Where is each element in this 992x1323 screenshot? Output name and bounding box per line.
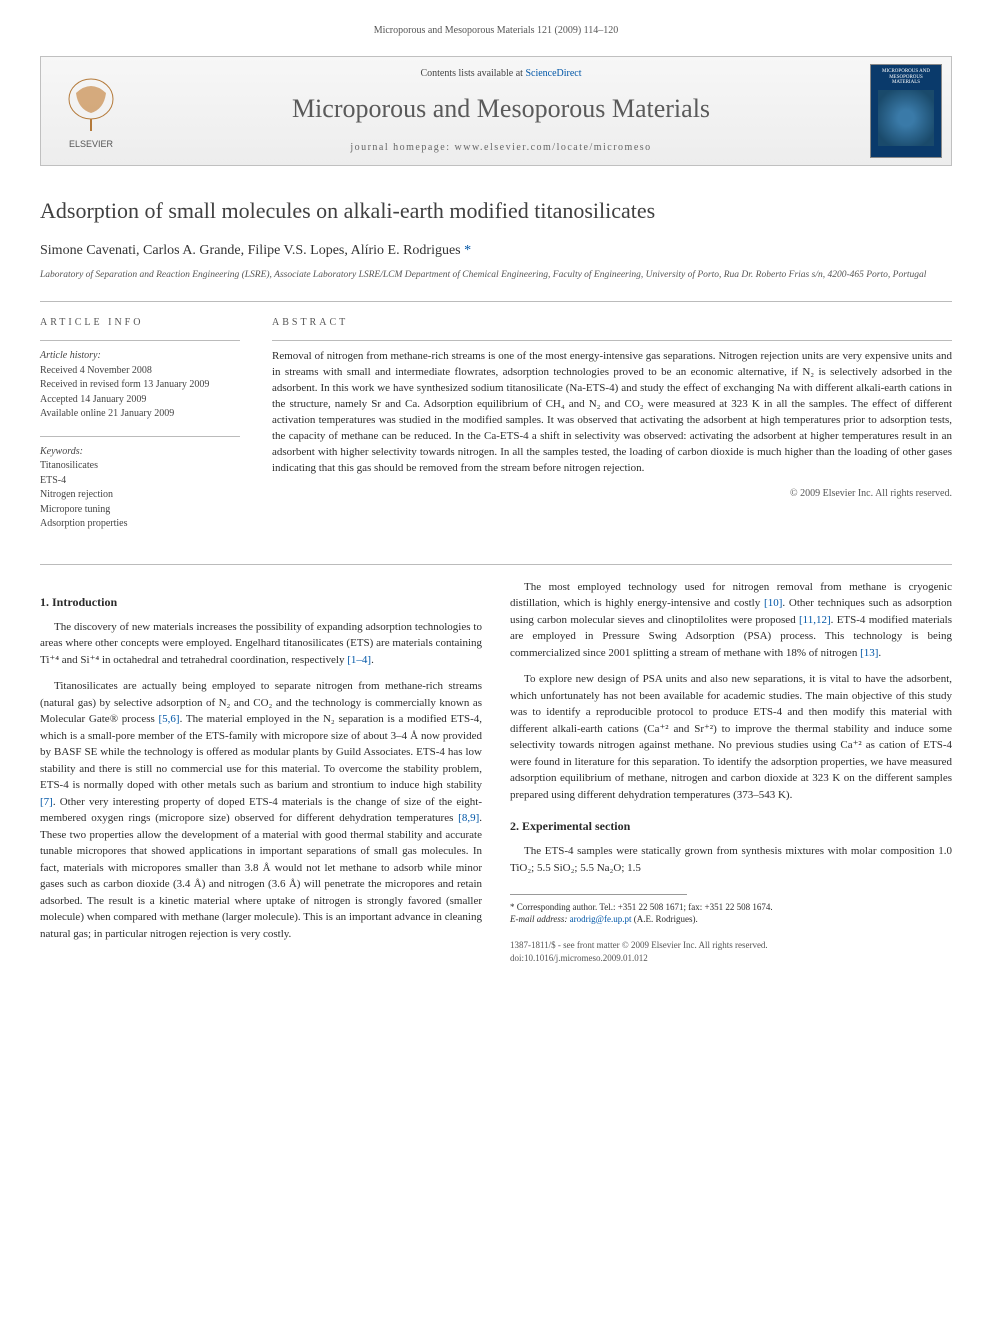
reference-link[interactable]: [10] [764, 597, 782, 609]
email-link[interactable]: arodrig@fe.up.pt [570, 914, 632, 924]
cover-title: MICROPOROUS AND MESOPOROUS MATERIALS [875, 69, 937, 86]
divider-top [40, 301, 952, 302]
corresponding-author-footnote: * Corresponding author. Tel.: +351 22 50… [510, 901, 952, 925]
author-list: Simone Cavenati, Carlos A. Grande, Filip… [40, 241, 952, 261]
keyword: ETS-4 [40, 474, 240, 489]
keywords-header: Keywords: [40, 445, 240, 460]
reference-link[interactable]: [11,12] [799, 614, 831, 626]
keywords-divider [40, 436, 240, 437]
abstract-label: ABSTRACT [272, 316, 952, 330]
footnote-separator [510, 894, 687, 895]
keywords-block: Keywords: Titanosilicates ETS-4 Nitrogen… [40, 445, 240, 532]
publisher-logo-box: ELSEVIER [41, 57, 141, 165]
publisher-logo-label: ELSEVIER [69, 139, 114, 149]
footer-doi: doi:10.1016/j.micromeso.2009.01.012 [510, 952, 952, 964]
info-divider [40, 340, 240, 341]
journal-homepage-line: journal homepage: www.elsevier.com/locat… [153, 141, 849, 155]
banner-center: Contents lists available at ScienceDirec… [141, 57, 861, 165]
keyword: Micropore tuning [40, 503, 240, 518]
body-text: . Other very interesting property of dop… [40, 796, 482, 825]
abstract-divider [272, 340, 952, 341]
author-names: Simone Cavenati, Carlos A. Grande, Filip… [40, 243, 461, 258]
affiliation: Laboratory of Separation and Reaction En… [40, 269, 952, 281]
article-info-column: ARTICLE INFO Article history: Received 4… [40, 316, 240, 546]
homepage-url: www.elsevier.com/locate/micromeso [455, 142, 652, 153]
body-paragraph: The ETS-4 samples were statically grown … [510, 843, 952, 876]
history-line: Received in revised form 13 January 2009 [40, 378, 240, 393]
article-history-block: Article history: Received 4 November 200… [40, 349, 240, 422]
info-abstract-row: ARTICLE INFO Article history: Received 4… [40, 316, 952, 546]
page-footer: 1387-1811/$ - see front matter © 2009 El… [510, 939, 952, 963]
body-columns: 1. Introduction The discovery of new mat… [40, 579, 952, 964]
contents-available-line: Contents lists available at ScienceDirec… [153, 67, 849, 81]
reference-link[interactable]: [1–4] [347, 654, 371, 666]
abstract-copyright: © 2009 Elsevier Inc. All rights reserved… [272, 487, 952, 501]
section-heading-experimental: 2. Experimental section [510, 817, 952, 835]
journal-cover-box: MICROPOROUS AND MESOPOROUS MATERIALS [861, 57, 951, 165]
keyword: Nitrogen rejection [40, 488, 240, 503]
keyword: Adsorption properties [40, 517, 240, 532]
abstract-text: Removal of nitrogen from methane-rich st… [272, 349, 952, 477]
body-paragraph: Titanosilicates are actually being emplo… [40, 678, 482, 942]
article-info-label: ARTICLE INFO [40, 316, 240, 330]
email-label: E-mail address: [510, 914, 567, 924]
email-person: (A.E. Rodrigues). [634, 914, 698, 924]
history-line: Received 4 November 2008 [40, 364, 240, 379]
keyword: Titanosilicates [40, 459, 240, 474]
cover-art-icon [878, 90, 934, 146]
body-paragraph: To explore new design of PSA units and a… [510, 671, 952, 803]
history-header: Article history: [40, 349, 240, 364]
body-text: . [878, 647, 881, 659]
body-text: . These two properties allow the develop… [40, 812, 482, 940]
article-title: Adsorption of small molecules on alkali-… [40, 196, 952, 227]
contents-prefix: Contents lists available at [420, 68, 525, 79]
homepage-prefix: journal homepage: [350, 142, 454, 153]
reference-link[interactable]: [7] [40, 796, 53, 808]
elsevier-tree-logo-icon: ELSEVIER [56, 71, 126, 151]
history-line: Accepted 14 January 2009 [40, 393, 240, 408]
journal-name: Microporous and Mesoporous Materials [153, 91, 849, 127]
history-line: Available online 21 January 2009 [40, 407, 240, 422]
journal-cover-thumbnail: MICROPOROUS AND MESOPOROUS MATERIALS [870, 64, 942, 158]
reference-link[interactable]: [13] [860, 647, 878, 659]
body-text: The discovery of new materials increases… [40, 621, 482, 666]
journal-banner: ELSEVIER Contents lists available at Sci… [40, 56, 952, 166]
reference-link[interactable]: [8,9] [458, 812, 479, 824]
running-header: Microporous and Mesoporous Materials 121… [40, 24, 952, 38]
footer-line: 1387-1811/$ - see front matter © 2009 El… [510, 939, 952, 951]
footnote-line: * Corresponding author. Tel.: +351 22 50… [510, 901, 952, 913]
footnote-email-line: E-mail address: arodrig@fe.up.pt (A.E. R… [510, 913, 952, 925]
sciencedirect-link[interactable]: ScienceDirect [525, 68, 581, 79]
body-paragraph: The most employed technology used for ni… [510, 579, 952, 662]
divider-bottom [40, 564, 952, 565]
reference-link[interactable]: [5,6] [159, 713, 180, 725]
section-heading-introduction: 1. Introduction [40, 593, 482, 611]
body-paragraph: The discovery of new materials increases… [40, 619, 482, 669]
corresponding-author-marker[interactable]: * [464, 243, 471, 258]
body-text: . [371, 654, 374, 666]
abstract-column: ABSTRACT Removal of nitrogen from methan… [272, 316, 952, 546]
